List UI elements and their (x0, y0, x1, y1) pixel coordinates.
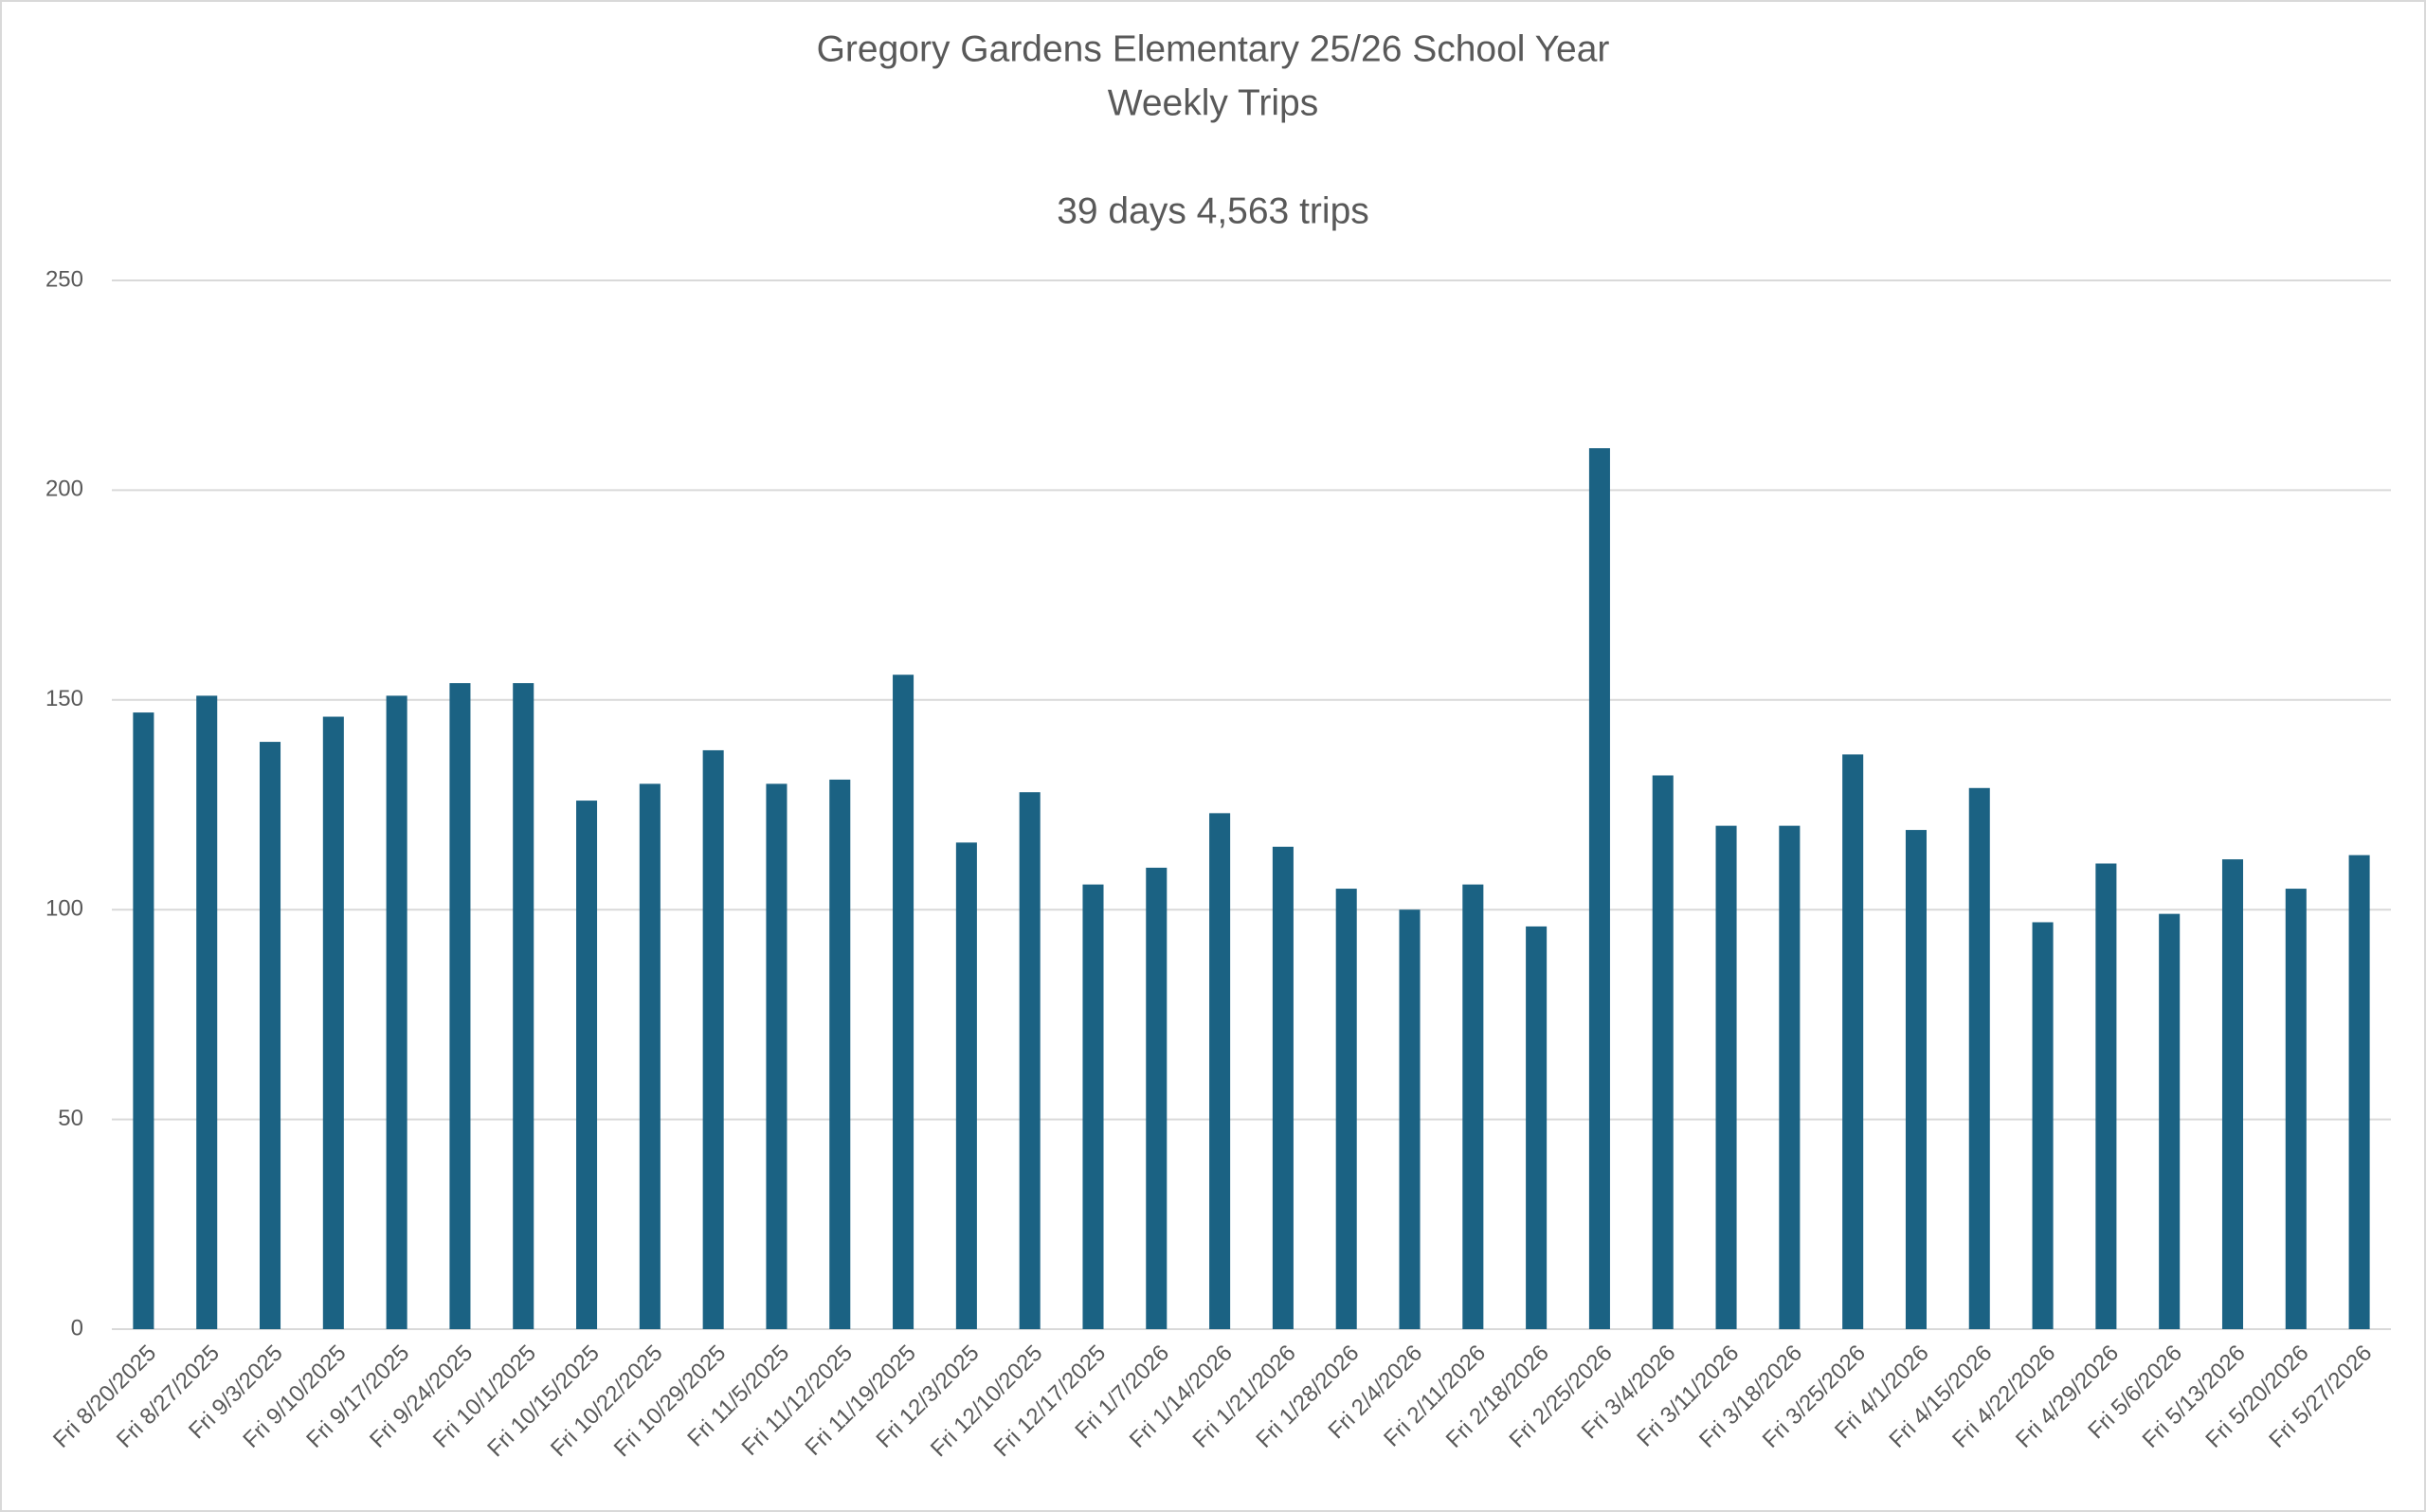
bar (2221, 859, 2244, 1329)
bar (893, 675, 914, 1329)
bar (1335, 889, 1357, 1329)
bar (322, 716, 344, 1329)
y-tick-label: 150 (45, 686, 83, 711)
bar (1526, 926, 1548, 1329)
bar (1652, 775, 1674, 1329)
bar (2032, 922, 2054, 1329)
bar (196, 695, 218, 1329)
bar (1146, 867, 1168, 1329)
y-tick-label: 200 (45, 477, 83, 502)
bar (2159, 913, 2181, 1329)
bar (766, 783, 788, 1329)
bar (1019, 792, 1041, 1329)
bar (1399, 909, 1421, 1329)
y-tick-label: 50 (58, 1106, 83, 1131)
bar (133, 712, 154, 1329)
bar (576, 801, 598, 1329)
bar (449, 683, 471, 1329)
bar (2285, 889, 2307, 1329)
bar (639, 783, 661, 1329)
bar (1779, 825, 1801, 1329)
bar (2348, 855, 2370, 1329)
bar (513, 683, 534, 1329)
bar (829, 779, 851, 1329)
bar (1272, 846, 1294, 1329)
chart-subtitle: Weekly Trips (1108, 82, 1319, 123)
y-tick-label: 100 (45, 896, 83, 922)
bar (1715, 825, 1737, 1329)
bar (1462, 884, 1484, 1329)
bar (1842, 754, 1864, 1329)
chart-title: Gregory Gardens Elementary 25/26 School … (817, 28, 1610, 69)
bar (386, 695, 407, 1329)
bar (955, 842, 977, 1329)
bar (259, 742, 281, 1329)
bar (1209, 813, 1231, 1329)
bar (1082, 884, 1104, 1329)
chart-annotation: 39 days 4,563 trips (1057, 190, 1369, 231)
bar (2095, 863, 2117, 1329)
y-tick-label: 0 (71, 1315, 83, 1341)
bar (1905, 830, 1927, 1329)
y-tick-label: 250 (45, 266, 83, 292)
bar (702, 749, 724, 1329)
bar (1968, 787, 1990, 1329)
bar (1588, 448, 1610, 1329)
